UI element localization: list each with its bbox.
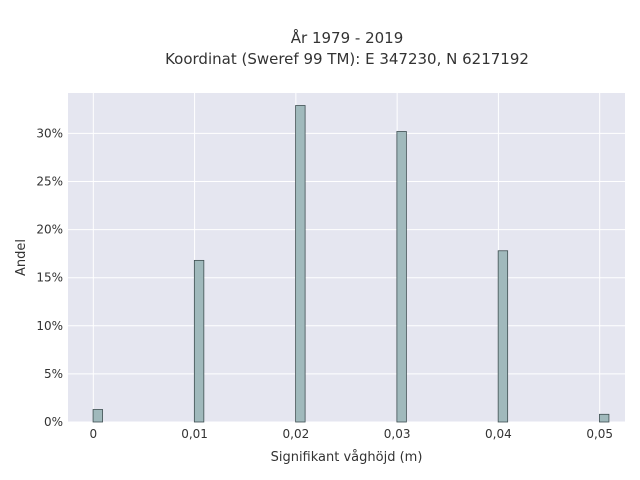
y-axis-ticks: 0% 5% 10% 15% 20% 25% 30% — [36, 126, 63, 429]
plot-area — [68, 93, 625, 422]
histogram-bar — [497, 250, 509, 423]
histogram-bar — [396, 131, 407, 423]
x-axis-ticks: 0 0,01 0,02 0,03 0,04 0,05 — [89, 427, 613, 441]
y-tick-label: 30% — [36, 126, 63, 140]
y-tick-label: 0% — [44, 415, 63, 429]
y-tick-label: 10% — [36, 319, 63, 333]
x-tick-label: 0,05 — [586, 427, 613, 441]
histogram-bar — [92, 409, 103, 423]
x-tick-label: 0,02 — [283, 427, 310, 441]
y-tick-label: 15% — [36, 271, 63, 285]
chart-title: År 1979 - 2019 — [290, 29, 404, 47]
chart-title-block: År 1979 - 2019 Koordinat (Sweref 99 TM):… — [0, 28, 640, 70]
x-tick-label: 0,03 — [384, 427, 411, 441]
x-tick-label: 0,04 — [485, 427, 512, 441]
chart-subtitle: Koordinat (Sweref 99 TM): E 347230, N 62… — [165, 50, 529, 68]
histogram-bar — [193, 259, 205, 423]
x-tick-label: 0,01 — [181, 427, 208, 441]
y-tick-label: 5% — [44, 367, 63, 381]
x-tick-label: 0 — [89, 427, 97, 441]
y-tick-label: 25% — [36, 175, 63, 189]
y-tick-label: 20% — [36, 223, 63, 237]
bars-group — [92, 105, 610, 423]
histogram-bar — [599, 413, 610, 423]
histogram-bar — [295, 105, 306, 423]
x-axis-label: Signifikant våghöjd (m) — [271, 450, 423, 465]
y-axis-label: Andel — [14, 239, 29, 276]
